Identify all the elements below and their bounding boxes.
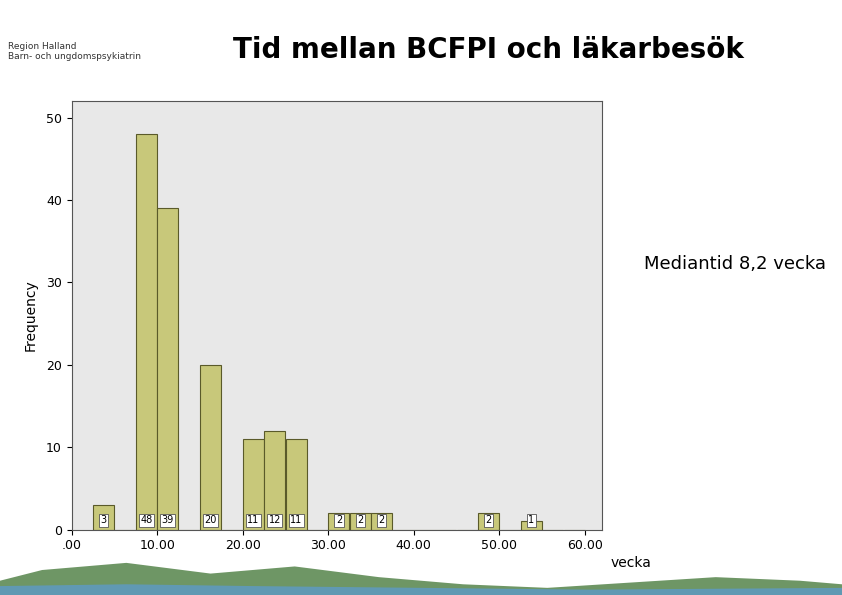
Text: 20: 20 [205,515,216,525]
Bar [285,439,306,530]
Text: 1: 1 [529,515,535,525]
Bar [242,439,264,530]
Text: 48: 48 [141,515,152,525]
Bar [371,513,392,530]
Bar [93,505,115,530]
Text: 2: 2 [486,515,492,525]
Bar [136,134,157,530]
Text: 2: 2 [357,515,364,525]
Text: 3: 3 [100,515,107,525]
Text: 39: 39 [162,515,174,525]
Bar [264,431,285,530]
Text: Tid mellan BCFPI och läkarbesök: Tid mellan BCFPI och läkarbesök [233,36,743,64]
Bar [328,513,349,530]
Y-axis label: Frequency: Frequency [24,280,38,351]
Bar [478,513,499,530]
Text: 11: 11 [248,515,259,525]
Text: 11: 11 [290,515,302,525]
Bar [200,365,221,530]
Text: 2: 2 [379,515,385,525]
Polygon shape [0,563,842,595]
Bar [521,521,542,530]
Bar [157,208,179,530]
Text: 12: 12 [269,515,281,525]
Text: vecka: vecka [610,556,652,571]
Polygon shape [0,584,842,595]
Bar [349,513,370,530]
Text: Mediantid 8,2 vecka: Mediantid 8,2 vecka [644,255,827,273]
Text: 2: 2 [336,515,342,525]
Text: Region Halland
Barn- och ungdomspsykiatrin: Region Halland Barn- och ungdomspsykiatr… [8,42,141,61]
